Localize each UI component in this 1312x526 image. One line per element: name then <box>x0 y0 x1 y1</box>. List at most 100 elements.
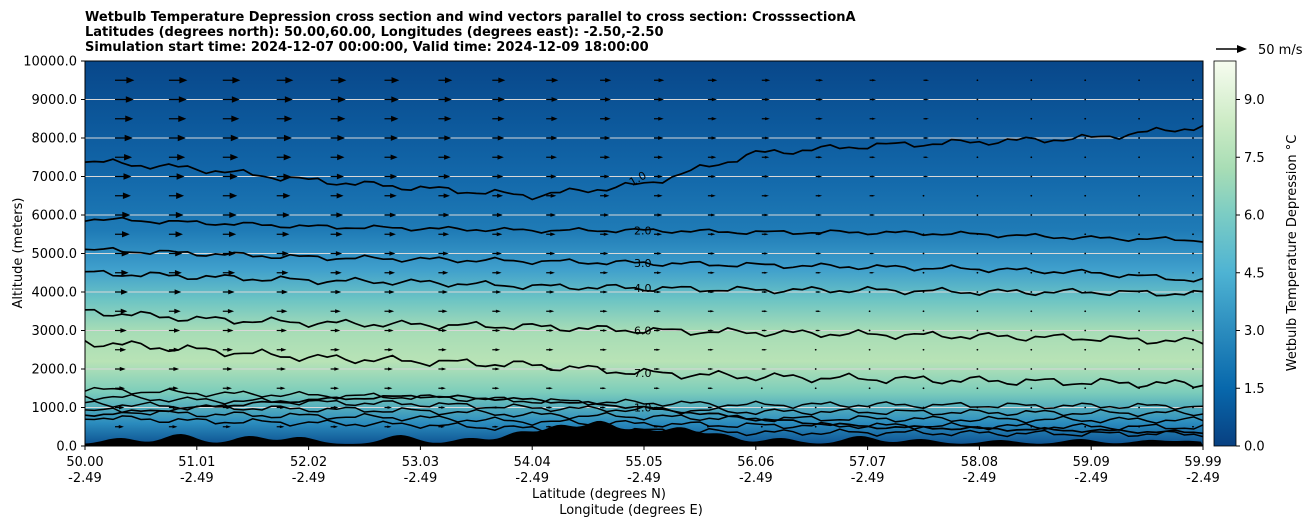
wind-vector-head <box>444 135 452 141</box>
wind-vector-head <box>280 347 287 352</box>
wind-vector-head <box>817 329 821 332</box>
wind-vector-head <box>333 425 339 429</box>
wind-vector-head <box>388 328 394 333</box>
wind-vector <box>115 289 128 295</box>
wind-vector-head <box>285 76 294 84</box>
y-tick-label: 10000.0 <box>23 55 77 70</box>
wind-vector <box>1192 233 1194 236</box>
wind-vector <box>600 155 611 160</box>
contour-3.0 <box>85 246 1203 283</box>
wind-vector <box>276 386 286 390</box>
wind-vector <box>1192 310 1194 313</box>
chart-title: Wetbulb Temperature Depression cross sec… <box>85 10 856 55</box>
colorbar-tick-label: 7.5 <box>1244 151 1265 166</box>
wind-vector-head <box>335 289 342 295</box>
wind-vector-dot <box>1192 329 1194 332</box>
wind-vector <box>869 98 877 101</box>
wind-vector <box>1084 387 1087 390</box>
wind-vector-head <box>335 270 342 276</box>
wind-vector <box>330 212 344 218</box>
wind-vector <box>1030 271 1033 274</box>
wind-vector-head <box>871 233 875 236</box>
wind-vector <box>276 96 293 103</box>
wind-vector-head <box>925 79 930 82</box>
wind-vector <box>384 77 400 84</box>
wind-vector <box>654 78 665 83</box>
wind-vector <box>869 79 877 82</box>
wind-vector-head <box>658 97 664 102</box>
wind-vector <box>707 310 715 313</box>
wind-vector-head <box>388 348 394 352</box>
wind-vector-head <box>603 290 608 294</box>
wind-vector-head <box>871 271 875 274</box>
wind-vector-dot <box>1192 368 1194 370</box>
wind-vector <box>115 231 130 238</box>
wind-vector-dot <box>976 175 979 178</box>
wind-vector-head <box>334 367 340 371</box>
wind-vector <box>276 367 286 371</box>
wind-vector <box>976 214 979 216</box>
title-line-1: Wetbulb Temperature Depression cross sec… <box>85 10 856 25</box>
x-tick-label-lat: 51.01 <box>178 455 215 470</box>
wind-vector-head <box>391 115 399 122</box>
y-tick-label: 3000.0 <box>32 324 78 339</box>
wind-vector-head <box>173 366 180 372</box>
wind-vector <box>976 329 979 332</box>
wind-vector <box>438 193 450 199</box>
colorbar-tick-label: 3.0 <box>1244 324 1265 339</box>
wind-vector <box>492 193 504 198</box>
wind-vector-head <box>174 289 182 295</box>
wind-vector-dot <box>1084 387 1087 390</box>
wind-vector-head <box>230 153 239 161</box>
wind-vector-dot <box>814 348 817 351</box>
wind-vector <box>492 212 503 218</box>
wind-vector <box>438 77 453 84</box>
wind-vector-head <box>229 231 237 238</box>
wind-vector-head <box>280 367 286 371</box>
wind-vector <box>976 310 979 313</box>
wind-vector <box>1030 310 1033 313</box>
wind-vector <box>438 270 449 275</box>
wind-vector-dot <box>1030 348 1033 351</box>
wind-vector <box>707 425 709 428</box>
wind-vector-head <box>123 173 132 180</box>
wind-vector-head <box>817 271 822 274</box>
wind-vector-head <box>817 252 822 255</box>
wind-vector-head <box>656 387 660 390</box>
wind-vector-head <box>602 387 607 390</box>
wind-vector <box>222 231 237 238</box>
wind-vector-dot <box>1030 214 1033 216</box>
wind-vector <box>438 212 450 218</box>
wind-vector-dot <box>922 406 925 409</box>
contour-4.0 <box>85 269 1203 297</box>
wind-vector-head <box>498 96 505 103</box>
wind-vector <box>1192 214 1194 216</box>
wind-vector <box>869 136 876 140</box>
wind-vector <box>761 368 767 370</box>
wind-vector <box>438 115 452 122</box>
wind-vector <box>276 134 292 142</box>
wind-vector-dot <box>1138 214 1140 216</box>
wind-vector-dot <box>814 406 817 409</box>
wind-vector <box>222 76 241 84</box>
x-tick-label-lon: -2.49 <box>739 471 773 486</box>
wind-vector <box>654 194 663 198</box>
wind-vector-head <box>282 250 289 257</box>
contour-lower-3 <box>85 393 1203 418</box>
wind-vector-head <box>495 309 501 313</box>
wind-vector-head <box>337 134 345 142</box>
x-tick-label-lon: -2.49 <box>851 471 885 486</box>
wind-vector <box>115 211 131 219</box>
wind-vector <box>1030 406 1033 409</box>
wind-vector-head <box>711 194 716 198</box>
wind-vector <box>1138 214 1140 216</box>
wind-vector-head <box>283 154 292 161</box>
wind-vector <box>492 135 505 141</box>
y-tick-label: 8000.0 <box>32 132 78 147</box>
wind-vector-head <box>656 290 662 294</box>
wind-vector <box>654 406 660 409</box>
contour-label: 7.0 <box>634 367 652 380</box>
wind-vector <box>276 328 287 333</box>
wind-vector <box>492 77 506 83</box>
wind-vector <box>438 232 450 237</box>
